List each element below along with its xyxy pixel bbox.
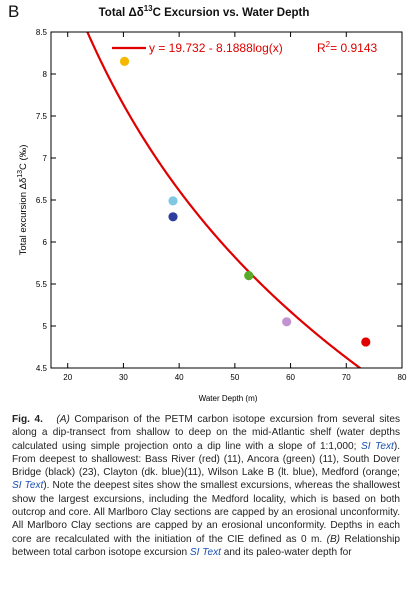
x-tick-label: 80 xyxy=(398,373,407,382)
caption-segment-2: ). From deepest to shallowest: Bass Rive… xyxy=(12,440,401,479)
chart-title-delta: Δδ xyxy=(128,6,144,19)
legend-r-value: = 0.9143 xyxy=(330,41,377,55)
legend-layer: y = 19.732 - 8.1888log(x) R2= 0.9143 xyxy=(112,40,377,55)
x-tick-label: 50 xyxy=(230,373,239,382)
caption-segment-4: Relationship between total carbon isotop… xyxy=(12,533,400,558)
x-tick-label: 70 xyxy=(342,373,351,382)
legend-r-squared: R2= 0.9143 xyxy=(317,40,377,55)
x-tick-label: 60 xyxy=(286,373,295,382)
data-points-layer xyxy=(119,56,371,347)
chart-title-superscript: 13 xyxy=(143,4,153,13)
y-tick-label: 5.5 xyxy=(36,280,48,289)
y-tick-label: 7 xyxy=(43,154,48,163)
y-tick-label: 7.5 xyxy=(36,112,48,121)
figure-caption: Fig. 4. (A) Comparison of the PETM carbo… xyxy=(12,413,400,559)
y-tick-label: 6 xyxy=(43,238,48,247)
y-tick-label: 6.5 xyxy=(36,196,48,205)
caption-part-b: (B) xyxy=(326,533,341,545)
chart-title-suffix: C Excursion vs. Water Depth xyxy=(152,6,310,19)
caption-part-a: (A) xyxy=(56,414,70,425)
y-axis-label: Total excursion Δδ13C (‰) xyxy=(17,145,29,256)
caption-segment-3: ). Note the deepest sites show the small… xyxy=(12,480,401,545)
data-point xyxy=(244,271,254,281)
data-point xyxy=(119,56,130,66)
plot-frame xyxy=(50,31,403,369)
legend-r-label: R xyxy=(317,41,326,55)
legend-r-superscript: 2 xyxy=(326,40,331,49)
caption-si-link-2[interactable]: SI Text xyxy=(12,480,44,492)
x-axis-label: Water Depth (m) xyxy=(199,394,258,403)
fit-curve-layer xyxy=(86,32,362,368)
y-tick-label: 4.5 xyxy=(36,364,48,373)
fit-curve xyxy=(86,32,362,368)
caption-segment-1: Comparison of the PETM carbon isotope ex… xyxy=(12,414,400,452)
panel-letter: B xyxy=(8,2,20,21)
axes-layer: 20 30 40 50 60 70 80 4.5 5 5.5 6 6.5 7 7.5 8 8.5 xyxy=(36,28,407,382)
caption-si-link-1[interactable]: SI Text xyxy=(361,440,394,452)
y-tick-label: 8.5 xyxy=(36,28,48,37)
data-point xyxy=(168,212,178,222)
y-tick-label: 8 xyxy=(43,70,48,79)
data-point xyxy=(282,317,292,327)
y-axis-label-suffix: C (‰) xyxy=(18,145,29,170)
y-axis-label-prefix: Total excursion Δδ xyxy=(18,178,29,256)
caption-segment-5: and its paleo-water depth for xyxy=(220,546,352,558)
chart-title: Total Δδ13C Excursion vs. Water Depth xyxy=(0,4,408,19)
caption-si-link-3[interactable]: SI Text xyxy=(189,546,221,558)
data-point xyxy=(361,337,371,347)
x-tick-label: 20 xyxy=(63,373,72,382)
legend-fit-equation: y = 19.732 - 8.1888log(x) xyxy=(149,41,283,55)
y-tick-label: 5 xyxy=(43,322,48,331)
x-tick-label: 40 xyxy=(175,373,184,382)
scatter-chart: 20 30 40 50 60 70 80 4.5 5 5.5 6 6.5 7 7.5 8 8.5 y = 19… xyxy=(17,28,407,403)
y-axis-label-superscript: 13 xyxy=(17,170,24,178)
data-point xyxy=(168,196,178,206)
chart-title-prefix: Total xyxy=(98,6,129,19)
x-tick-label: 30 xyxy=(119,373,128,382)
caption-figure-label: Fig. 4. xyxy=(12,414,43,425)
